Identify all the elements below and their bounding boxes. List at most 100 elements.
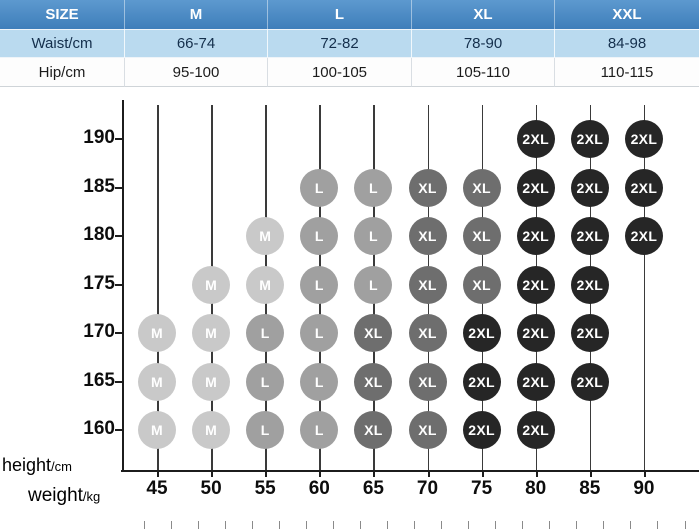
- bottom-edge-tick: [414, 521, 415, 529]
- size-bubble: L: [300, 217, 339, 255]
- size-bubble: XL: [408, 265, 447, 304]
- bottom-edge-tick: [332, 521, 334, 529]
- size-bubble: L: [354, 265, 393, 304]
- size-bubble: XL: [462, 217, 501, 255]
- size-bubble: 2XL: [516, 217, 555, 255]
- size-bubble: 2XL: [570, 314, 609, 352]
- size-bubble: 2XL: [462, 411, 501, 449]
- bottom-edge-tick: [224, 521, 226, 529]
- bottom-edge-tick: [386, 521, 388, 529]
- x-axis-tick: [211, 470, 214, 477]
- size-bubble: L: [246, 362, 285, 401]
- waist-value-xl: 78-90: [412, 30, 555, 58]
- y-axis-label: 185: [83, 175, 115, 197]
- size-bubble: L: [300, 265, 339, 304]
- y-axis-tick: [115, 235, 122, 237]
- hip-value-m: 95-100: [125, 58, 268, 87]
- x-axis-label: 55: [254, 478, 276, 499]
- x-axis-tick: [373, 470, 376, 477]
- x-axis-label: 90: [633, 478, 655, 499]
- size-bubble: L: [300, 168, 339, 207]
- bottom-edge-tick: [657, 521, 659, 529]
- bottom-edge-tick: [495, 521, 497, 529]
- y-axis-title-text: height: [2, 455, 52, 475]
- y-axis-tick: [115, 138, 122, 140]
- x-axis-label: 45: [146, 478, 168, 499]
- x-axis-tick: [157, 470, 159, 477]
- size-bubble: L: [246, 411, 285, 449]
- x-axis-tick: [427, 470, 430, 477]
- y-axis-label: 170: [83, 321, 115, 342]
- x-axis-unit-text: /kg: [82, 489, 101, 504]
- size-bubble: L: [300, 362, 339, 401]
- y-axis-tick: [115, 380, 122, 383]
- size-bubble: M: [246, 217, 285, 255]
- bottom-edge-tick: [441, 521, 443, 529]
- y-axis-label: 165: [83, 369, 115, 391]
- x-axis-label: 75: [471, 478, 493, 499]
- size-bubble: L: [246, 314, 285, 352]
- x-axis-title-text: weight: [28, 485, 83, 506]
- size-bubble: M: [138, 362, 176, 401]
- bottom-edge-tick: [549, 521, 551, 529]
- hip-value-xl: 105-110: [412, 58, 555, 87]
- x-axis-tick: [535, 470, 538, 477]
- size-bubble: XL: [354, 362, 393, 401]
- size-bubble: XL: [354, 314, 393, 352]
- size-bubble: 2XL: [516, 314, 555, 352]
- size-bubble: L: [300, 314, 339, 352]
- size-bubble: M: [246, 265, 285, 304]
- bottom-edge-tick: [197, 521, 199, 529]
- size-bubble: M: [192, 265, 231, 304]
- size-bubble: 2XL: [516, 168, 555, 207]
- x-axis-tick: [589, 470, 592, 477]
- x-axis-label: 60: [308, 478, 330, 499]
- y-axis-label: 190: [83, 127, 115, 148]
- x-axis-tick: [481, 470, 484, 477]
- y-axis-tick: [115, 186, 122, 189]
- size-column-xxl: XXL: [555, 0, 699, 30]
- size-bubble: 2XL: [516, 265, 555, 304]
- y-axis-title: height/cm: [2, 455, 72, 476]
- size-bubble: 2XL: [462, 314, 501, 352]
- x-axis-title: weight/kg: [28, 485, 100, 507]
- size-bubble: 2XL: [570, 168, 609, 207]
- y-axis-label: 160: [83, 418, 115, 439]
- height-weight-size-chart: height/cm weight/kg 45 50 55 60 65 70 75 80 85 90…: [0, 87, 699, 529]
- bottom-edge-tick: [359, 521, 361, 529]
- size-table-header-label: SIZE: [0, 0, 125, 30]
- size-bubble: 2XL: [516, 411, 555, 449]
- y-axis-tick: [115, 429, 122, 431]
- size-bubble: XL: [354, 411, 393, 449]
- size-bubble: XL: [462, 265, 501, 304]
- y-axis-unit-text: /cm: [51, 459, 72, 474]
- size-bubble: 2XL: [570, 120, 609, 158]
- bottom-edge-tick: [305, 521, 307, 529]
- size-table: SIZE M L XL XXL Waist/cm 66-74 72-82 78-…: [0, 0, 699, 87]
- size-bubble: 2XL: [624, 120, 663, 158]
- y-axis-label: 180: [83, 224, 115, 245]
- size-bubble: 2XL: [516, 120, 555, 158]
- size-bubble: L: [354, 168, 393, 207]
- size-bubble: 2XL: [462, 362, 501, 401]
- size-bubble: L: [354, 217, 393, 255]
- x-axis-tick: [319, 470, 322, 477]
- size-bubble: XL: [462, 168, 501, 207]
- x-axis-label: 85: [579, 478, 601, 499]
- x-axis-label: 50: [200, 478, 222, 499]
- size-bubble: XL: [408, 168, 447, 207]
- size-bubble: 2XL: [570, 217, 609, 255]
- size-bubble: M: [138, 411, 176, 449]
- x-axis-label: 80: [525, 478, 547, 499]
- x-axis-label: 65: [362, 478, 384, 499]
- waist-value-l: 72-82: [268, 30, 412, 58]
- size-column-xl: XL: [412, 0, 555, 30]
- size-bubble: XL: [408, 217, 447, 255]
- x-axis-tick: [265, 470, 268, 477]
- bottom-edge-tick: [278, 521, 280, 529]
- size-bubble: 2XL: [624, 217, 663, 255]
- chart-gridline: [643, 105, 646, 470]
- x-axis-tick: [643, 470, 646, 477]
- bottom-edge-tick: [630, 521, 632, 529]
